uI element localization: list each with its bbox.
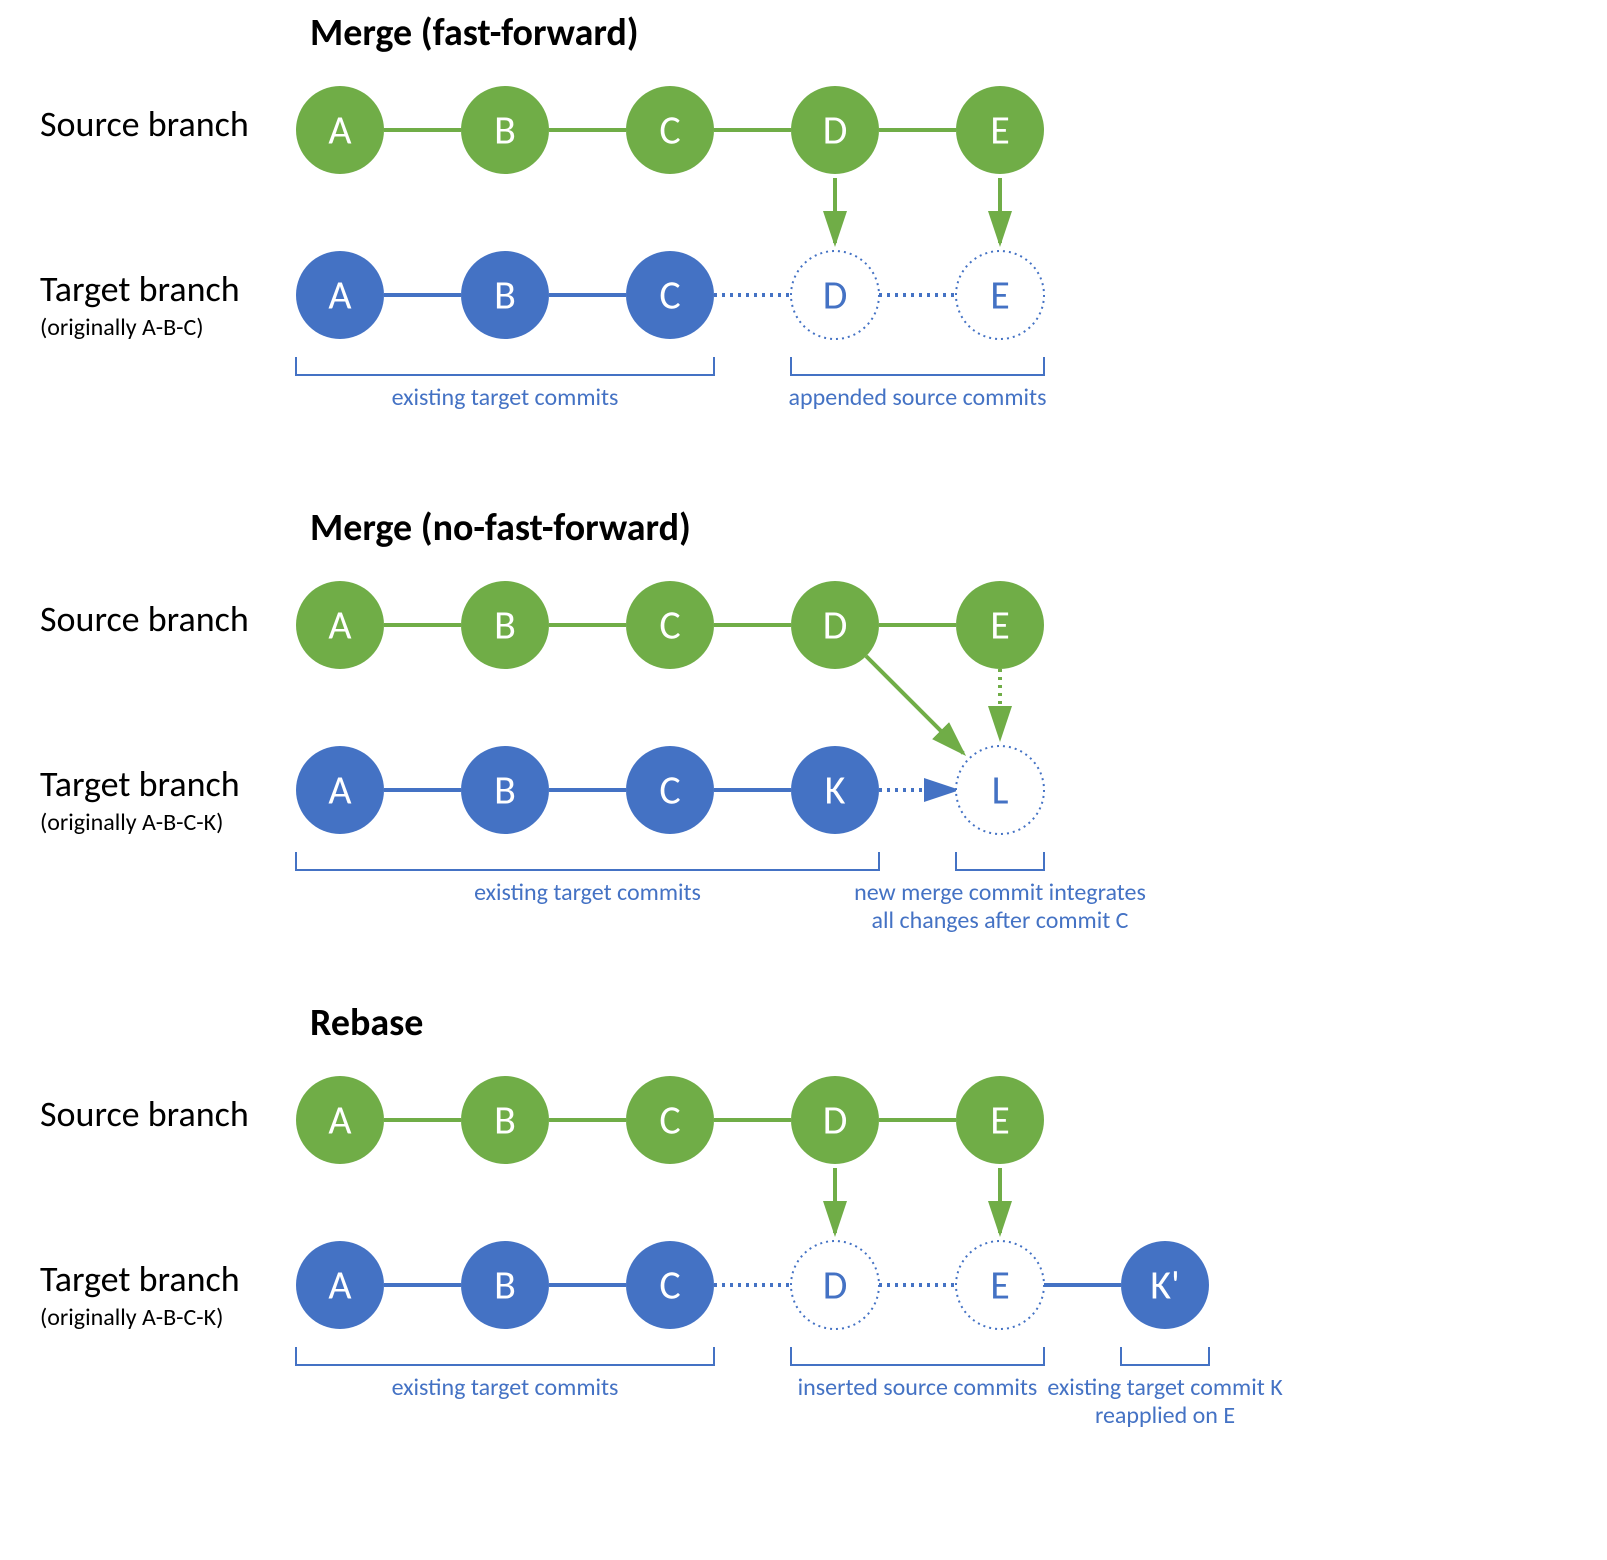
- brace: [791, 1347, 1044, 1365]
- brace-label: existing target commits: [474, 878, 701, 907]
- brace: [956, 852, 1044, 870]
- brace-label: existing target commits: [392, 383, 619, 412]
- branch-label: Target branch: [40, 1257, 240, 1301]
- commit-label: D: [823, 271, 848, 320]
- brace: [1121, 1347, 1209, 1365]
- commit-label: D: [823, 106, 848, 155]
- branch-label: Source branch: [40, 102, 249, 146]
- commit-label: A: [328, 601, 352, 650]
- brace-label: appended source commits: [789, 383, 1047, 412]
- brace-label: existing target commits: [392, 1373, 619, 1402]
- branch-sublabel: (originally A-B-C): [40, 313, 204, 342]
- commit-label: E: [990, 106, 1010, 155]
- brace-label: inserted source commits: [798, 1373, 1038, 1402]
- brace-label: reapplied on E: [1095, 1401, 1235, 1430]
- merge-diag-arrow: [866, 656, 963, 753]
- commit-label: K': [1150, 1261, 1180, 1310]
- commit-label: B: [494, 106, 516, 155]
- commit-label: C: [659, 601, 680, 650]
- commit-label: B: [494, 271, 516, 320]
- section-title: Merge (fast-forward): [310, 10, 639, 56]
- commit-label: C: [659, 1261, 680, 1310]
- commit-label: D: [823, 1096, 848, 1145]
- commit-label: B: [494, 766, 516, 815]
- branch-label: Target branch: [40, 267, 240, 311]
- commit-label: C: [659, 106, 680, 155]
- commit-label: E: [990, 1096, 1010, 1145]
- commit-label: K: [825, 766, 846, 815]
- brace: [296, 357, 714, 375]
- brace: [296, 852, 879, 870]
- brace-label: new merge commit integrates: [854, 878, 1146, 907]
- commit-label: A: [328, 1096, 352, 1145]
- commit-label: A: [328, 1261, 352, 1310]
- commit-label: C: [659, 271, 680, 320]
- commit-label: B: [494, 601, 516, 650]
- commit-label: A: [328, 106, 352, 155]
- section-title: Rebase: [310, 1000, 423, 1046]
- commit-label: B: [494, 1261, 516, 1310]
- commit-label: A: [328, 271, 352, 320]
- commit-label: E: [990, 271, 1010, 320]
- branch-sublabel: (originally A-B-C-K): [40, 808, 223, 837]
- brace-label: all changes after commit C: [872, 906, 1129, 935]
- commit-label: B: [494, 1096, 516, 1145]
- brace: [791, 357, 1044, 375]
- commit-label: C: [659, 766, 680, 815]
- commit-label: L: [992, 766, 1009, 815]
- brace-label: existing target commit K: [1047, 1373, 1283, 1402]
- commit-label: D: [823, 601, 848, 650]
- commit-label: E: [990, 601, 1010, 650]
- branch-label: Target branch: [40, 762, 240, 806]
- commit-label: E: [990, 1261, 1010, 1310]
- branch-label: Source branch: [40, 1092, 249, 1136]
- brace: [296, 1347, 714, 1365]
- commit-label: A: [328, 766, 352, 815]
- commit-label: D: [823, 1261, 848, 1310]
- branch-sublabel: (originally A-B-C-K): [40, 1303, 223, 1332]
- commit-label: C: [659, 1096, 680, 1145]
- branch-label: Source branch: [40, 597, 249, 641]
- section-title: Merge (no-fast-forward): [310, 505, 691, 551]
